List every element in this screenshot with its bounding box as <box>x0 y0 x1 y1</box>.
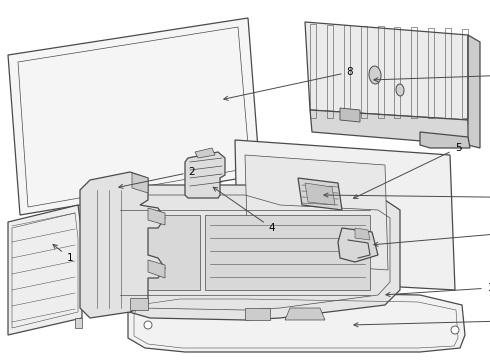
Polygon shape <box>340 108 360 122</box>
Polygon shape <box>245 308 270 320</box>
Polygon shape <box>338 228 378 262</box>
Ellipse shape <box>396 84 404 96</box>
Text: 8: 8 <box>224 67 353 100</box>
Polygon shape <box>298 178 342 210</box>
Polygon shape <box>8 18 260 215</box>
Text: 6: 6 <box>324 193 490 203</box>
Polygon shape <box>75 318 82 328</box>
Polygon shape <box>148 208 165 225</box>
Polygon shape <box>148 260 165 278</box>
Polygon shape <box>185 152 225 198</box>
Polygon shape <box>80 172 165 318</box>
Polygon shape <box>245 155 388 270</box>
Text: 2: 2 <box>119 167 196 188</box>
Polygon shape <box>310 110 470 145</box>
Polygon shape <box>95 185 400 320</box>
Polygon shape <box>195 148 215 158</box>
Circle shape <box>144 321 152 329</box>
Polygon shape <box>305 183 335 205</box>
Polygon shape <box>420 132 470 148</box>
Polygon shape <box>130 298 148 310</box>
Text: 3: 3 <box>386 283 490 297</box>
Polygon shape <box>8 205 82 335</box>
Text: 1: 1 <box>53 244 74 263</box>
Circle shape <box>451 326 459 334</box>
Ellipse shape <box>369 66 381 84</box>
Polygon shape <box>235 140 455 290</box>
Text: 5: 5 <box>353 143 461 198</box>
Polygon shape <box>468 35 480 148</box>
Text: 4: 4 <box>213 187 275 233</box>
Polygon shape <box>128 292 465 352</box>
Polygon shape <box>285 308 325 320</box>
Text: 7: 7 <box>374 210 490 246</box>
Text: 9: 9 <box>354 313 490 327</box>
Polygon shape <box>205 215 370 290</box>
Text: 10: 10 <box>374 67 490 82</box>
Polygon shape <box>120 215 200 290</box>
Polygon shape <box>355 228 370 240</box>
Polygon shape <box>305 22 468 120</box>
Polygon shape <box>132 173 148 193</box>
